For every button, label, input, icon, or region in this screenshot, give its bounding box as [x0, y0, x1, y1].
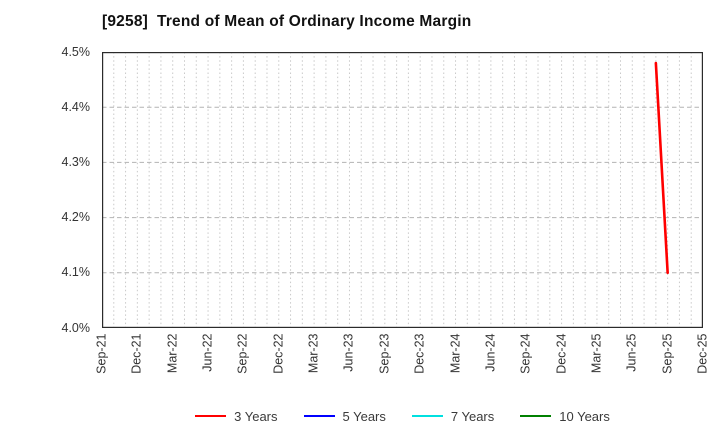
x-tick-label: Mar-24	[448, 333, 463, 373]
x-tick-label: Mar-22	[165, 333, 180, 373]
legend-line-icon	[195, 415, 227, 417]
legend-label: 3 Years	[234, 408, 278, 424]
x-tick-label: Sep-24	[518, 333, 533, 374]
x-tick-label: Dec-22	[271, 333, 286, 374]
x-tick-label: Jun-22	[200, 333, 215, 372]
chart-title: [9258] Trend of Mean of Ordinary Income …	[102, 13, 472, 30]
y-tick-label: 4.2%	[61, 210, 91, 225]
chart-canvas	[102, 52, 703, 328]
x-tick-label: Mar-25	[589, 333, 604, 373]
x-tick-label: Dec-25	[695, 333, 710, 374]
x-tick-label: Dec-23	[412, 333, 427, 374]
x-tick-label: Jun-23	[341, 333, 356, 372]
chart-legend: 3 Years 5 Years 7 Years 10 Years	[102, 405, 703, 427]
y-tick-label: 4.3%	[61, 154, 91, 169]
legend-item-5-years: 5 Years	[303, 408, 386, 424]
x-tick-label: Sep-23	[377, 333, 392, 374]
x-tick-label: Jun-24	[483, 333, 498, 372]
y-tick-label: 4.1%	[61, 265, 91, 280]
x-tick-label: Dec-24	[554, 333, 569, 374]
y-tick-label: 4.0%	[61, 320, 91, 335]
series-line-3-years	[654, 61, 669, 275]
x-tick-label: Dec-21	[129, 333, 144, 374]
legend-line-icon	[520, 415, 552, 417]
x-tick-label: Mar-23	[306, 333, 321, 373]
y-tick-label: 4.5%	[61, 44, 91, 59]
legend-item-7-years: 7 Years	[411, 408, 495, 424]
legend-item-10-years: 10 Years	[520, 409, 610, 424]
y-tick-label: 4.4%	[61, 99, 91, 114]
x-tick-label: Sep-22	[235, 333, 250, 374]
x-tick-label: Sep-21	[94, 333, 109, 374]
plot-area	[102, 52, 703, 328]
x-tick-label: Jun-25	[624, 333, 639, 372]
legend-label: 5 Years	[342, 408, 386, 424]
legend-label: 10 Years	[559, 408, 610, 424]
legend-label: 7 Years	[450, 408, 495, 424]
legend-item-3-years: 3 Years	[195, 408, 278, 424]
plot-border	[102, 52, 703, 328]
x-tick-label: Sep-25	[660, 333, 675, 374]
legend-line-icon	[303, 415, 335, 417]
legend-line-icon	[411, 415, 443, 417]
